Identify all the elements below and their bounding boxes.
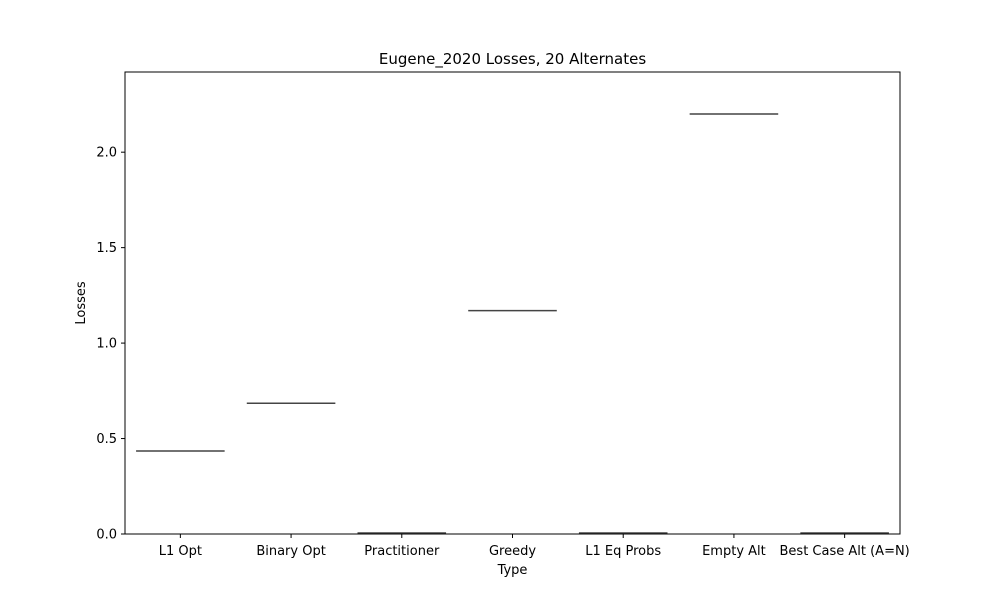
plot-area-frame bbox=[124, 71, 901, 535]
y-axis-ticks: 0.0 0.5 1.0 1.5 2.0 bbox=[96, 146, 125, 543]
x-axis-ticks: L1 Opt Binary Opt Practitioner Greedy L1 Eq … bbox=[159, 534, 910, 559]
x-tick-label: Best Case Alt (A=N) bbox=[780, 544, 910, 559]
x-tick-label: L1 Eq Probs bbox=[585, 544, 661, 559]
x-tick-label: Greedy bbox=[489, 544, 536, 559]
x-tick-label: Practitioner bbox=[364, 544, 440, 559]
y-tick-label: 2.0 bbox=[96, 146, 117, 161]
y-axis-label: Losses bbox=[74, 281, 89, 325]
y-tick-label: 0.0 bbox=[96, 528, 117, 543]
y-tick-label: 1.5 bbox=[96, 241, 117, 256]
x-tick-label: Binary Opt bbox=[256, 544, 326, 559]
x-tick-label: L1 Opt bbox=[159, 544, 202, 559]
box-medians bbox=[136, 113, 889, 534]
x-axis-label: Type bbox=[497, 563, 528, 578]
x-tick-label: Empty Alt bbox=[702, 544, 766, 559]
chart-title: Eugene_2020 Losses, 20 Alternates bbox=[379, 50, 646, 69]
y-tick-label: 1.0 bbox=[96, 337, 117, 352]
y-tick-label: 0.5 bbox=[96, 432, 117, 447]
